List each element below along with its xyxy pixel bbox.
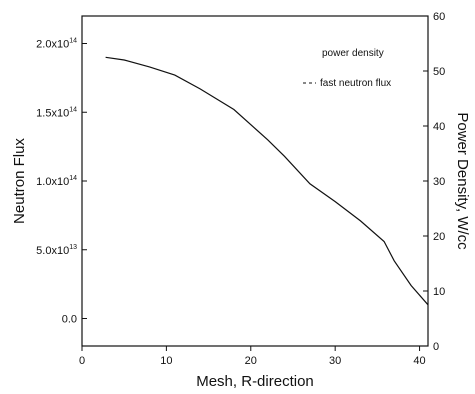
series-line	[105, 56, 429, 306]
y-right-tick-label: 0	[433, 341, 439, 353]
y-right-tick-label: 20	[433, 231, 445, 243]
legend-label-power-density: power density	[322, 48, 384, 59]
y-axis-left-label: Neutron Flux	[11, 138, 28, 224]
legend: power density fast neutron flux	[303, 48, 391, 89]
plot-frame	[81, 15, 429, 347]
x-tick-label: 30	[329, 355, 341, 367]
y-left-tick-label: 2.0x1014	[36, 38, 77, 51]
legend-label-fast-neutron-flux: fast neutron flux	[320, 78, 391, 89]
y-right-tick-label: 50	[433, 66, 445, 78]
y-left-tick-label: 1.5x1014	[36, 106, 77, 119]
y-axis-right-label: Power Density, W/cc	[454, 112, 471, 250]
y-right-tick-label: 60	[433, 11, 445, 23]
x-tick-label: 40	[413, 355, 425, 367]
x-axis-label: Mesh, R-direction	[196, 373, 314, 390]
y-right-tick-label: 40	[433, 121, 445, 133]
y-left-tick-label: 1.0x1014	[36, 175, 77, 188]
x-tick-label: 0	[79, 355, 85, 367]
y-right-tick-label: 30	[433, 176, 445, 188]
y-left-tick-label: 0.0	[62, 314, 77, 326]
x-tick-label: 10	[160, 355, 172, 367]
x-tick-label: 20	[245, 355, 257, 367]
y-left-tick-label: 5.0x1013	[36, 244, 77, 257]
y-right-tick-label: 10	[433, 286, 445, 298]
